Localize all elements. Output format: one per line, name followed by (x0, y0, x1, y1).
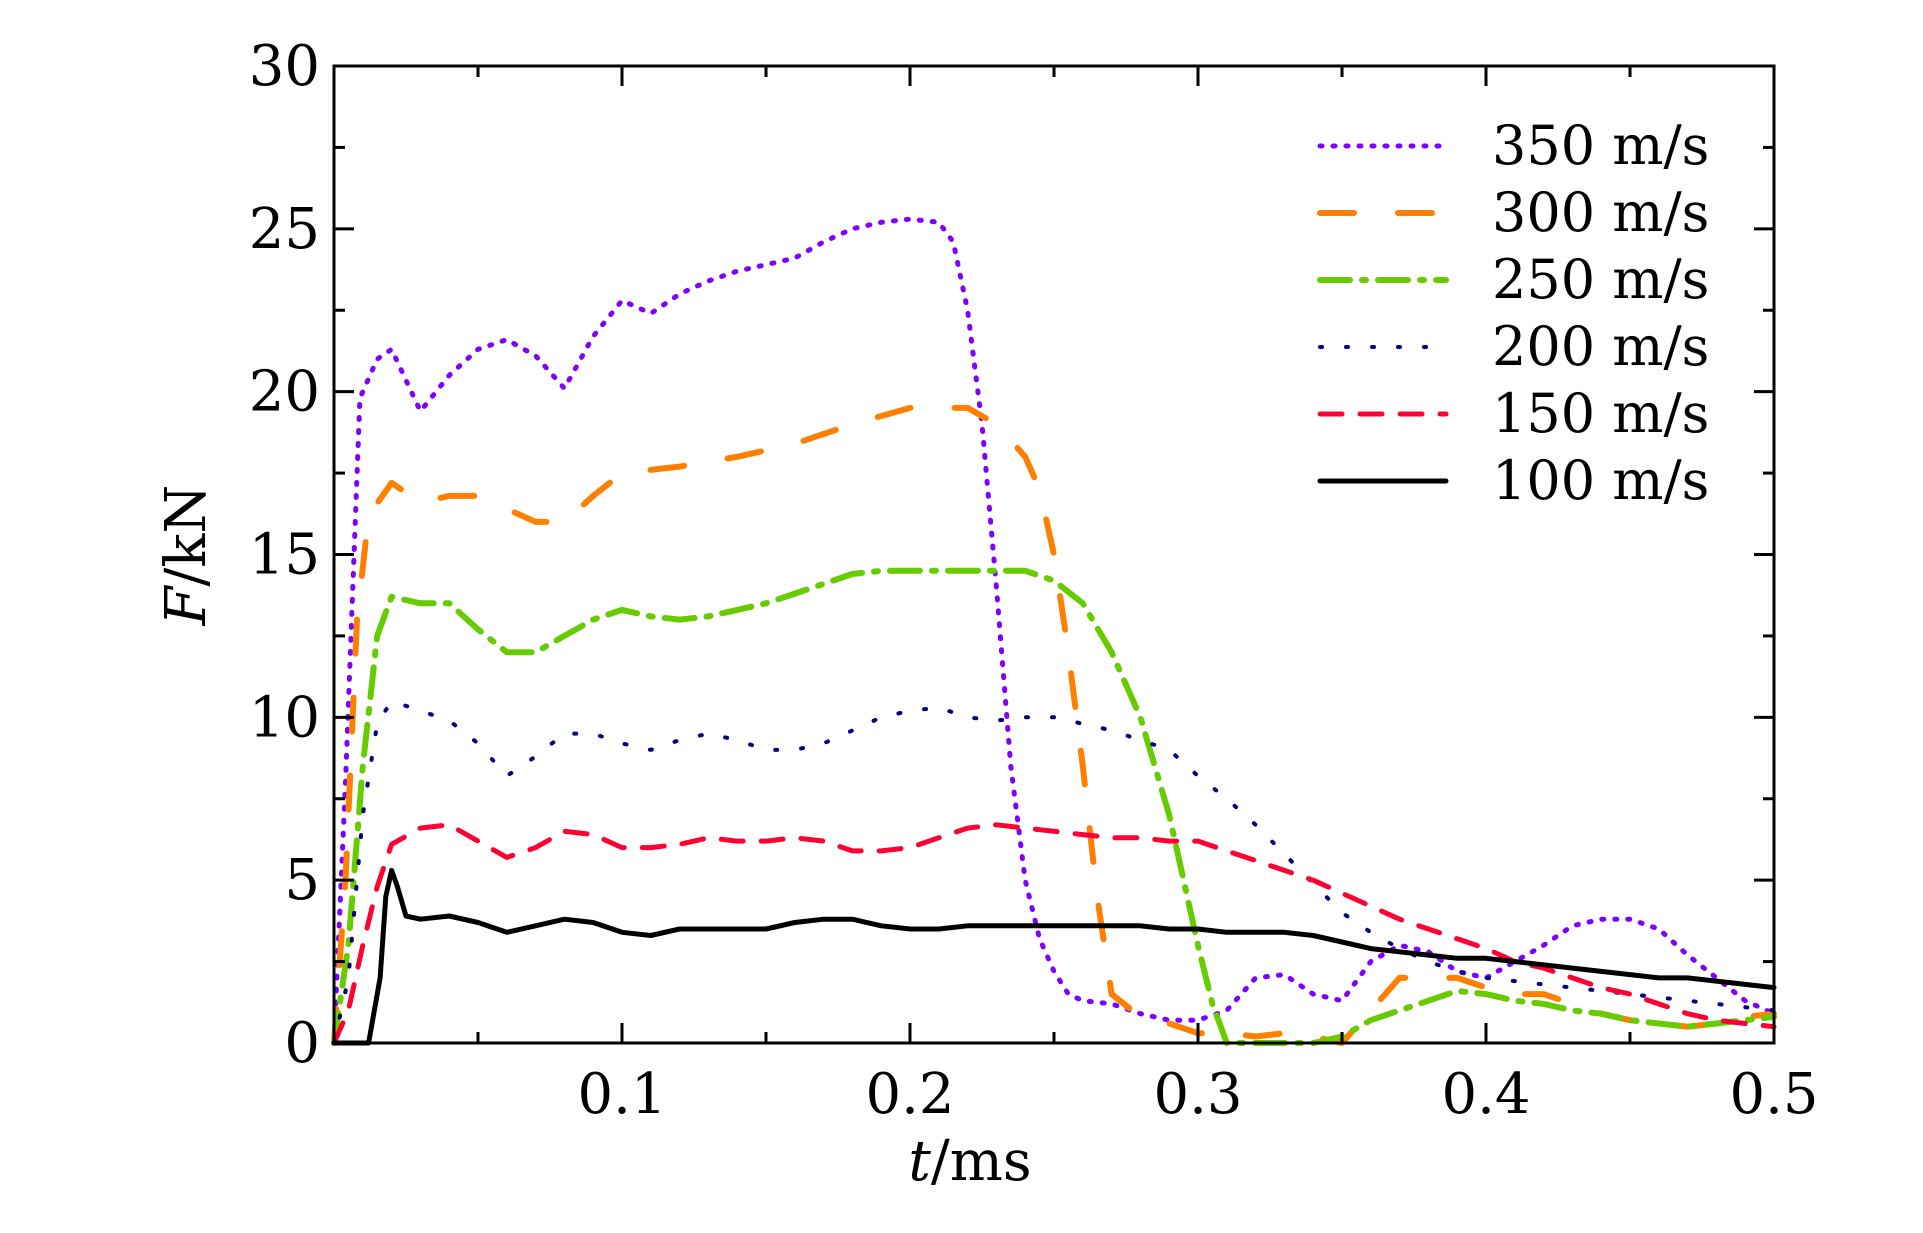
x-axis-title: t/ms (908, 1129, 1031, 1194)
legend-label-0: 350 m/s (1492, 114, 1709, 177)
series-line-3 (332, 699, 1776, 1045)
legend-label-5: 100 m/s (1492, 449, 1709, 512)
x-tick-label: 0.2 (865, 1062, 954, 1127)
y-axis-variable: F (154, 584, 219, 626)
x-tick-label: 0.5 (1729, 1062, 1818, 1127)
y-tick-label: 10 (249, 685, 320, 750)
series-line-5 (331, 867, 1777, 1046)
y-tick-label: 30 (249, 34, 320, 99)
series-line-0 (331, 216, 1777, 1046)
legend-label-4: 150 m/s (1492, 382, 1709, 445)
x-tick-label: 0.1 (577, 1062, 666, 1127)
y-tick-label: 25 (249, 197, 320, 262)
series-line-1 (331, 404, 1777, 1046)
y-tick-label: 15 (249, 523, 320, 588)
series-line-2 (331, 567, 1777, 1046)
x-axis-variable: t (908, 1129, 931, 1194)
tick-layer: 0 5 10 15 20 25 30 0.1 0.2 0.3 0.4 0.5 (249, 34, 1819, 1127)
series-line-4 (331, 822, 1777, 1046)
y-tick-label: 0 (284, 1011, 320, 1076)
y-axis-title: F/kN (154, 485, 219, 627)
y-tick-label: 20 (249, 360, 320, 425)
x-axis-unit: /ms (931, 1129, 1032, 1194)
legend-label-3: 200 m/s (1492, 315, 1709, 378)
legend-label-1: 300 m/s (1492, 181, 1709, 244)
y-tick-label: 5 (284, 848, 320, 913)
series-layer (331, 216, 1777, 1046)
x-tick-label: 0.3 (1153, 1062, 1242, 1127)
legend-label-2: 250 m/s (1492, 248, 1709, 311)
y-axis-unit: /kN (154, 485, 219, 587)
x-tick-label: 0.4 (1441, 1062, 1530, 1127)
